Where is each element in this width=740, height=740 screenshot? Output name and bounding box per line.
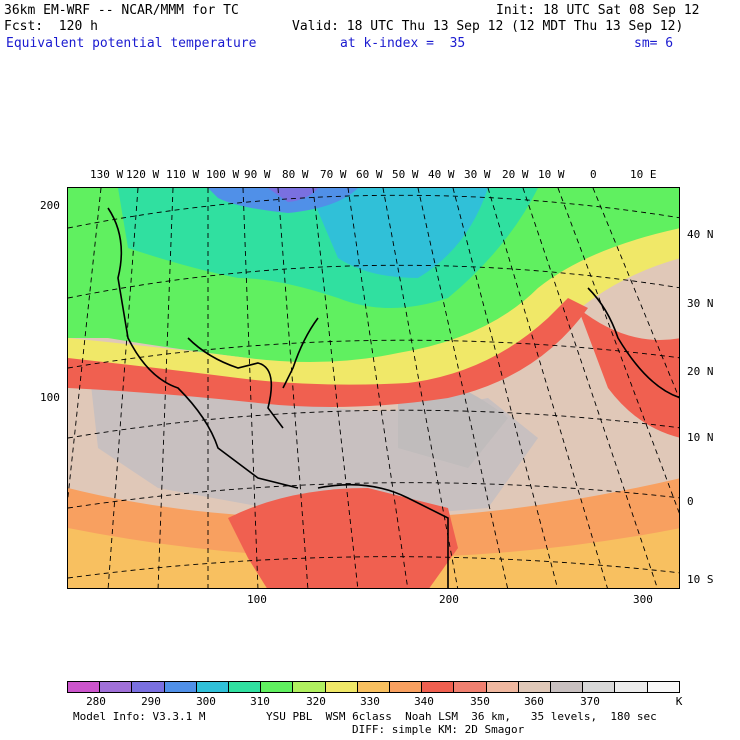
blue-north-region xyxy=(208,188,358,213)
map-panel xyxy=(67,187,680,589)
longitude-label: 20 W xyxy=(502,168,529,181)
colorbar-label: 320 xyxy=(306,695,326,708)
coastlines xyxy=(107,207,679,588)
colorbar-label: 330 xyxy=(360,695,380,708)
parallel-10s xyxy=(68,556,679,579)
colorbar-swatch xyxy=(68,682,101,692)
forecast-hour: Fcst: 120 h xyxy=(4,19,98,34)
meridian-60w xyxy=(347,188,409,588)
longitude-label: 10 E xyxy=(630,168,657,181)
africa-red-region xyxy=(578,308,679,438)
field-name: Equivalent potential temperature xyxy=(6,36,257,51)
longitude-label: 60 W xyxy=(356,168,383,181)
africa-coast xyxy=(587,287,679,399)
colorbar-swatch xyxy=(293,682,326,692)
meridian-30w xyxy=(452,188,558,588)
longitude-label: 50 W xyxy=(392,168,419,181)
graticule xyxy=(68,188,679,588)
colorbar-swatch xyxy=(647,682,679,692)
north-america-west-coast xyxy=(107,207,299,489)
cyan-north-region xyxy=(308,188,488,278)
grid-x-label-300: 300 xyxy=(633,593,653,606)
physics-info-line2: DIFF: simple KM: 2D Smagor xyxy=(352,723,525,736)
colorbar-swatch xyxy=(261,682,294,692)
parallel-30n xyxy=(68,264,679,299)
colorbar-label: K xyxy=(675,695,683,708)
colorbar-swatch xyxy=(390,682,423,692)
longitude-label: 30 W xyxy=(464,168,491,181)
parallel-10n xyxy=(68,409,679,439)
meridian-40w xyxy=(417,188,509,588)
latitude-label: 10 N xyxy=(687,431,714,444)
colorbar-swatch xyxy=(551,682,584,692)
colorbar-swatch xyxy=(229,682,262,692)
east-coast xyxy=(282,317,319,389)
colorbar-label: 350 xyxy=(470,695,490,708)
model-info: Model Info: V3.3.1 M xyxy=(73,710,206,723)
parallel-20n xyxy=(68,339,679,369)
meridian-70w xyxy=(312,188,359,588)
colorbar-swatch xyxy=(357,682,391,692)
latitude-label: 10 S xyxy=(687,573,714,586)
meridian-80w xyxy=(277,188,309,588)
longitude-label: 0 xyxy=(590,168,597,181)
longitude-label: 100 W xyxy=(206,168,240,181)
colorbar-swatch xyxy=(164,682,197,692)
colorbar-swatch xyxy=(615,682,648,692)
colorbar-label: 360 xyxy=(524,695,544,708)
meridian-10w xyxy=(522,188,658,588)
grid-y-label-200: 200 xyxy=(40,199,60,212)
meridian-110w xyxy=(157,188,174,588)
colorbar-label: 300 xyxy=(196,695,216,708)
colorbar xyxy=(67,681,680,693)
colorbar-swatch xyxy=(100,682,133,692)
grid-y-label-100: 100 xyxy=(40,391,60,404)
longitude-label: 80 W xyxy=(282,168,309,181)
smoothing-value: sm= 6 xyxy=(634,36,674,51)
latitude-label: 20 N xyxy=(687,365,714,378)
colorbar-swatch xyxy=(196,682,230,692)
longitude-label: 130 W xyxy=(90,168,124,181)
colorbar-label: 340 xyxy=(414,695,434,708)
parallel-40n xyxy=(68,194,679,229)
colorbar-label: 290 xyxy=(141,695,161,708)
south-america-coast xyxy=(317,483,449,588)
colorbar-swatch xyxy=(454,682,487,692)
meridian-90w xyxy=(242,188,259,588)
model-title: 36km EM-WRF -- NCAR/MMM for TC xyxy=(4,3,239,18)
map-canvas xyxy=(68,188,679,588)
red-moist-band xyxy=(68,298,588,407)
latitude-label: 40 N xyxy=(687,228,714,241)
colorbar-label: 370 xyxy=(580,695,600,708)
longitude-label: 40 W xyxy=(428,168,455,181)
colorbar-label: 310 xyxy=(250,695,270,708)
longitude-label: 70 W xyxy=(320,168,347,181)
grid-x-label-200: 200 xyxy=(439,593,459,606)
colorbar-swatch xyxy=(486,682,519,692)
meridian-130w xyxy=(68,188,102,501)
latitude-label: 30 N xyxy=(687,297,714,310)
colorbar-swatch xyxy=(325,682,358,692)
meridian-120w xyxy=(107,188,139,588)
level-index: at k-index = 35 xyxy=(340,36,466,51)
physics-info-line1: YSU PBL WSM 6class Noah LSM 36 km, 35 le… xyxy=(266,710,657,723)
longitude-label: 120 W xyxy=(126,168,160,181)
colorbar-swatch xyxy=(518,682,552,692)
south-america-warm-region xyxy=(228,488,458,588)
init-time: Init: 18 UTC Sat 08 Sep 12 xyxy=(496,3,700,18)
colorbar-swatch xyxy=(583,682,616,692)
colorbar-label: 280 xyxy=(86,695,106,708)
valid-time: Valid: 18 UTC Thu 13 Sep 12 (12 MDT Thu … xyxy=(292,19,684,34)
longitude-label: 10 W xyxy=(538,168,565,181)
longitude-label: 90 W xyxy=(244,168,271,181)
parallel-0 xyxy=(68,482,679,509)
meridian-20w xyxy=(487,188,608,588)
violet-north-region xyxy=(268,188,318,202)
longitude-label: 110 W xyxy=(166,168,200,181)
colorbar-swatch xyxy=(132,682,165,692)
latitude-label: 0 xyxy=(687,495,694,508)
grid-x-label-100: 100 xyxy=(247,593,267,606)
colorbar-swatch xyxy=(422,682,455,692)
meridian-10e xyxy=(592,188,679,399)
